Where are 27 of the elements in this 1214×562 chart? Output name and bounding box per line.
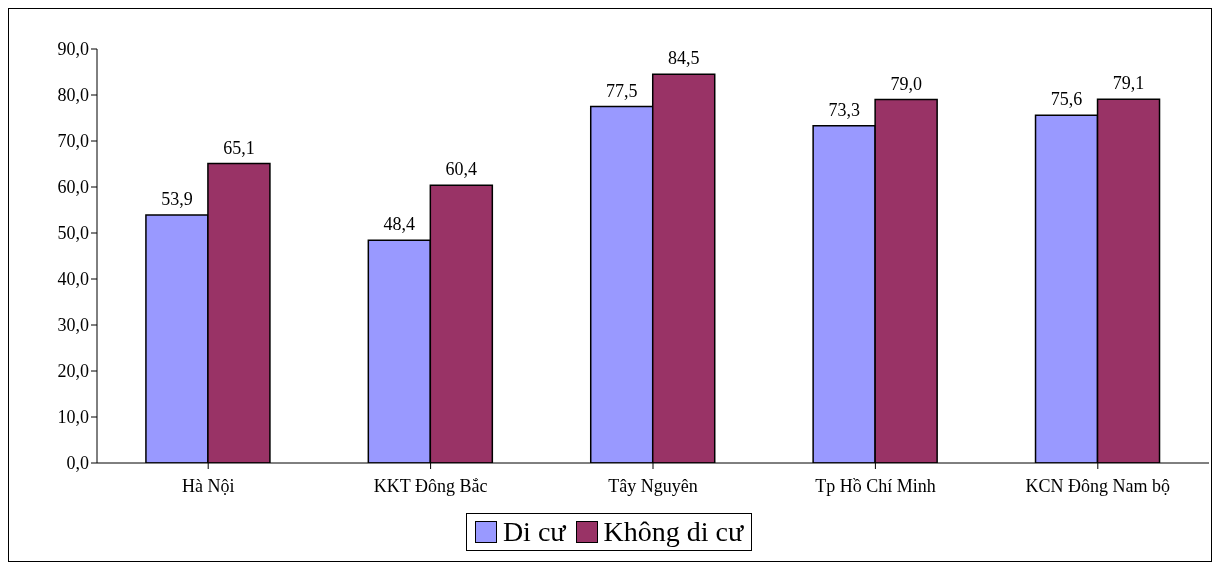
y-tick-label: 60,0: [57, 177, 89, 198]
y-tick-label: 20,0: [57, 361, 89, 382]
x-tick-label: Tây Nguyên: [608, 475, 698, 496]
data-label: 79,0: [890, 73, 922, 94]
x-tick-label: KKT Đông Bắc: [373, 475, 488, 496]
x-tick-label: Tp Hồ Chí Minh: [815, 475, 936, 496]
y-tick-label: 30,0: [57, 315, 89, 336]
y-tick-label: 70,0: [57, 131, 89, 152]
y-tick-label: 0,0: [66, 453, 89, 474]
data-label: 65,1: [223, 137, 255, 158]
x-tick-label: KCN Đông Nam bộ: [1025, 475, 1171, 496]
y-tick-label: 10,0: [57, 407, 89, 428]
data-label: 79,1: [1112, 73, 1145, 94]
data-label: 73,3: [828, 99, 860, 120]
data-label: 53,9: [161, 189, 193, 210]
data-label: 75,6: [1050, 89, 1083, 110]
legend-label: Di cư: [501, 516, 566, 548]
y-tick-label: 80,0: [57, 85, 89, 106]
y-tick-label: 40,0: [57, 269, 89, 290]
y-tick-label: 90,0: [57, 39, 89, 60]
data-label: 60,4: [445, 159, 478, 180]
x-tick-label: Hà Nội: [181, 475, 235, 496]
y-tick-label: 50,0: [57, 223, 89, 244]
data-label: 84,5: [667, 48, 700, 69]
data-label: 48,4: [383, 214, 416, 235]
data-label: 77,5: [605, 80, 638, 101]
legend-label: Không di cư: [602, 516, 744, 548]
